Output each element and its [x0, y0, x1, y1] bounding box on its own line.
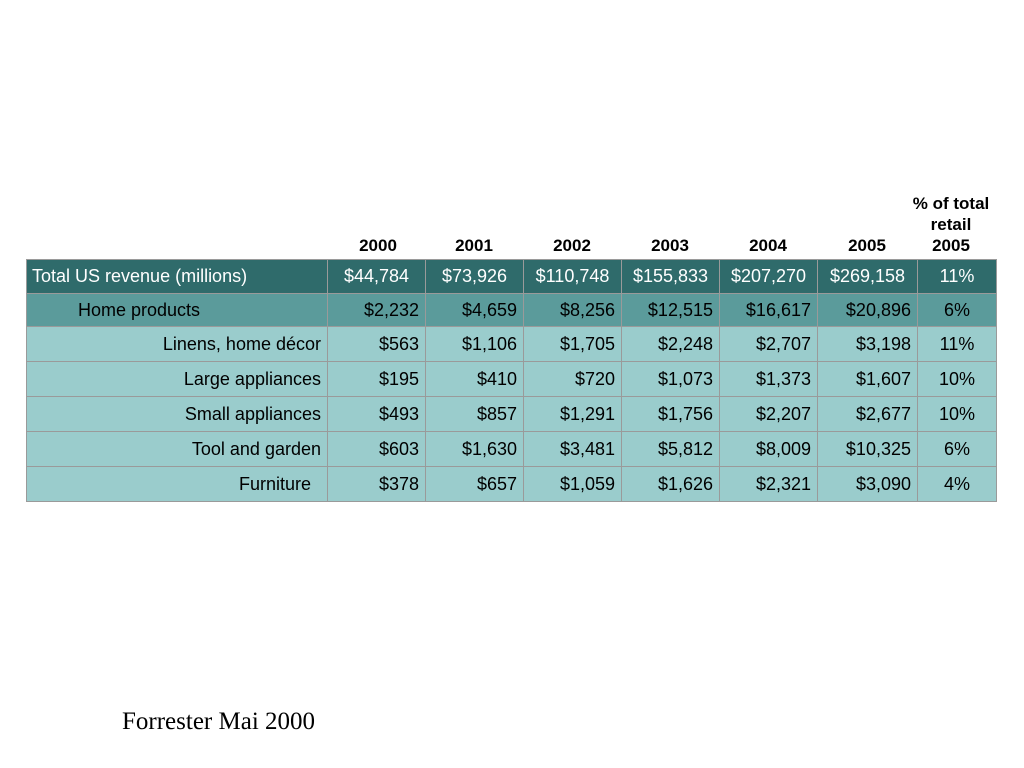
- cell-2003: $1,073: [621, 361, 720, 397]
- cell-2002: $1,705: [523, 326, 622, 362]
- revenue-table: Total US revenue (millions) $44,784 $73,…: [26, 259, 997, 502]
- cell-2002: $1,291: [523, 396, 622, 432]
- table-row: Small appliances $493 $857 $1,291 $1,756…: [26, 396, 997, 432]
- cell-2005: $2,677: [817, 396, 918, 432]
- cell-pct: 6%: [917, 431, 997, 467]
- year-header-2000: 2000: [359, 236, 397, 255]
- cell-2003: $155,833: [621, 259, 720, 294]
- cell-2000: $603: [327, 431, 426, 467]
- year-header-2005: 2005: [848, 236, 886, 255]
- year-header-2004: 2004: [749, 236, 787, 255]
- pct-header-line-3: 2005: [932, 236, 970, 255]
- cell-2002: $720: [523, 361, 622, 397]
- cell-2003: $1,626: [621, 466, 720, 502]
- cell-2005: $1,607: [817, 361, 918, 397]
- cell-2004: $2,321: [719, 466, 818, 502]
- row-label: Large appliances: [26, 361, 328, 397]
- cell-pct: 11%: [917, 259, 997, 294]
- source-caption: Forrester Mai 2000: [122, 708, 316, 735]
- cell-2005: $10,325: [817, 431, 918, 467]
- year-header-2001: 2001: [455, 236, 493, 255]
- cell-2001: $857: [425, 396, 524, 432]
- cell-2001: $1,106: [425, 326, 524, 362]
- cell-pct: 10%: [917, 361, 997, 397]
- pct-header-line-1: % of total: [912, 194, 990, 213]
- cell-2001: $657: [425, 466, 524, 502]
- cell-2002: $110,748: [523, 259, 622, 294]
- cell-2005: $3,090: [817, 466, 918, 502]
- cell-2002: $3,481: [523, 431, 622, 467]
- cell-2004: $8,009: [719, 431, 818, 467]
- pct-header-line-2: retail: [930, 215, 972, 234]
- cell-2000: $2,232: [327, 293, 426, 327]
- row-label: Small appliances: [26, 396, 328, 432]
- cell-2005: $3,198: [817, 326, 918, 362]
- year-header-2003: 2003: [651, 236, 689, 255]
- cell-2004: $2,207: [719, 396, 818, 432]
- cell-2004: $16,617: [719, 293, 818, 327]
- cell-2000: $195: [327, 361, 426, 397]
- cell-2005: $20,896: [817, 293, 918, 327]
- cell-2001: $410: [425, 361, 524, 397]
- cell-2000: $563: [327, 326, 426, 362]
- cell-pct: 10%: [917, 396, 997, 432]
- pct-total-retail-header: % of total retail 2005: [896, 193, 1006, 256]
- total-revenue-row: Total US revenue (millions) $44,784 $73,…: [26, 259, 997, 294]
- table-row: Large appliances $195 $410 $720 $1,073 $…: [26, 361, 997, 397]
- row-label: Linens, home décor: [26, 326, 328, 362]
- cell-2001: $4,659: [425, 293, 524, 327]
- row-label: Total US revenue (millions): [26, 259, 328, 294]
- year-header-2002: 2002: [553, 236, 591, 255]
- cell-pct: 11%: [917, 326, 997, 362]
- row-label: Tool and garden: [26, 431, 328, 467]
- row-label: Furniture: [26, 466, 328, 502]
- cell-pct: 6%: [917, 293, 997, 327]
- cell-2000: $493: [327, 396, 426, 432]
- cell-2005: $269,158: [817, 259, 918, 294]
- home-products-row: Home products $2,232 $4,659 $8,256 $12,5…: [26, 293, 997, 327]
- cell-2004: $1,373: [719, 361, 818, 397]
- cell-2000: $378: [327, 466, 426, 502]
- table-row: Linens, home décor $563 $1,106 $1,705 $2…: [26, 326, 997, 362]
- cell-2001: $1,630: [425, 431, 524, 467]
- cell-2003: $1,756: [621, 396, 720, 432]
- cell-2003: $5,812: [621, 431, 720, 467]
- row-label: Home products: [26, 293, 328, 327]
- cell-2002: $8,256: [523, 293, 622, 327]
- cell-2000: $44,784: [327, 259, 426, 294]
- table-row: Tool and garden $603 $1,630 $3,481 $5,81…: [26, 431, 997, 467]
- table-row: Furniture $378 $657 $1,059 $1,626 $2,321…: [26, 466, 997, 502]
- cell-2004: $2,707: [719, 326, 818, 362]
- cell-2002: $1,059: [523, 466, 622, 502]
- cell-2003: $12,515: [621, 293, 720, 327]
- cell-pct: 4%: [917, 466, 997, 502]
- cell-2001: $73,926: [425, 259, 524, 294]
- cell-2004: $207,270: [719, 259, 818, 294]
- cell-2003: $2,248: [621, 326, 720, 362]
